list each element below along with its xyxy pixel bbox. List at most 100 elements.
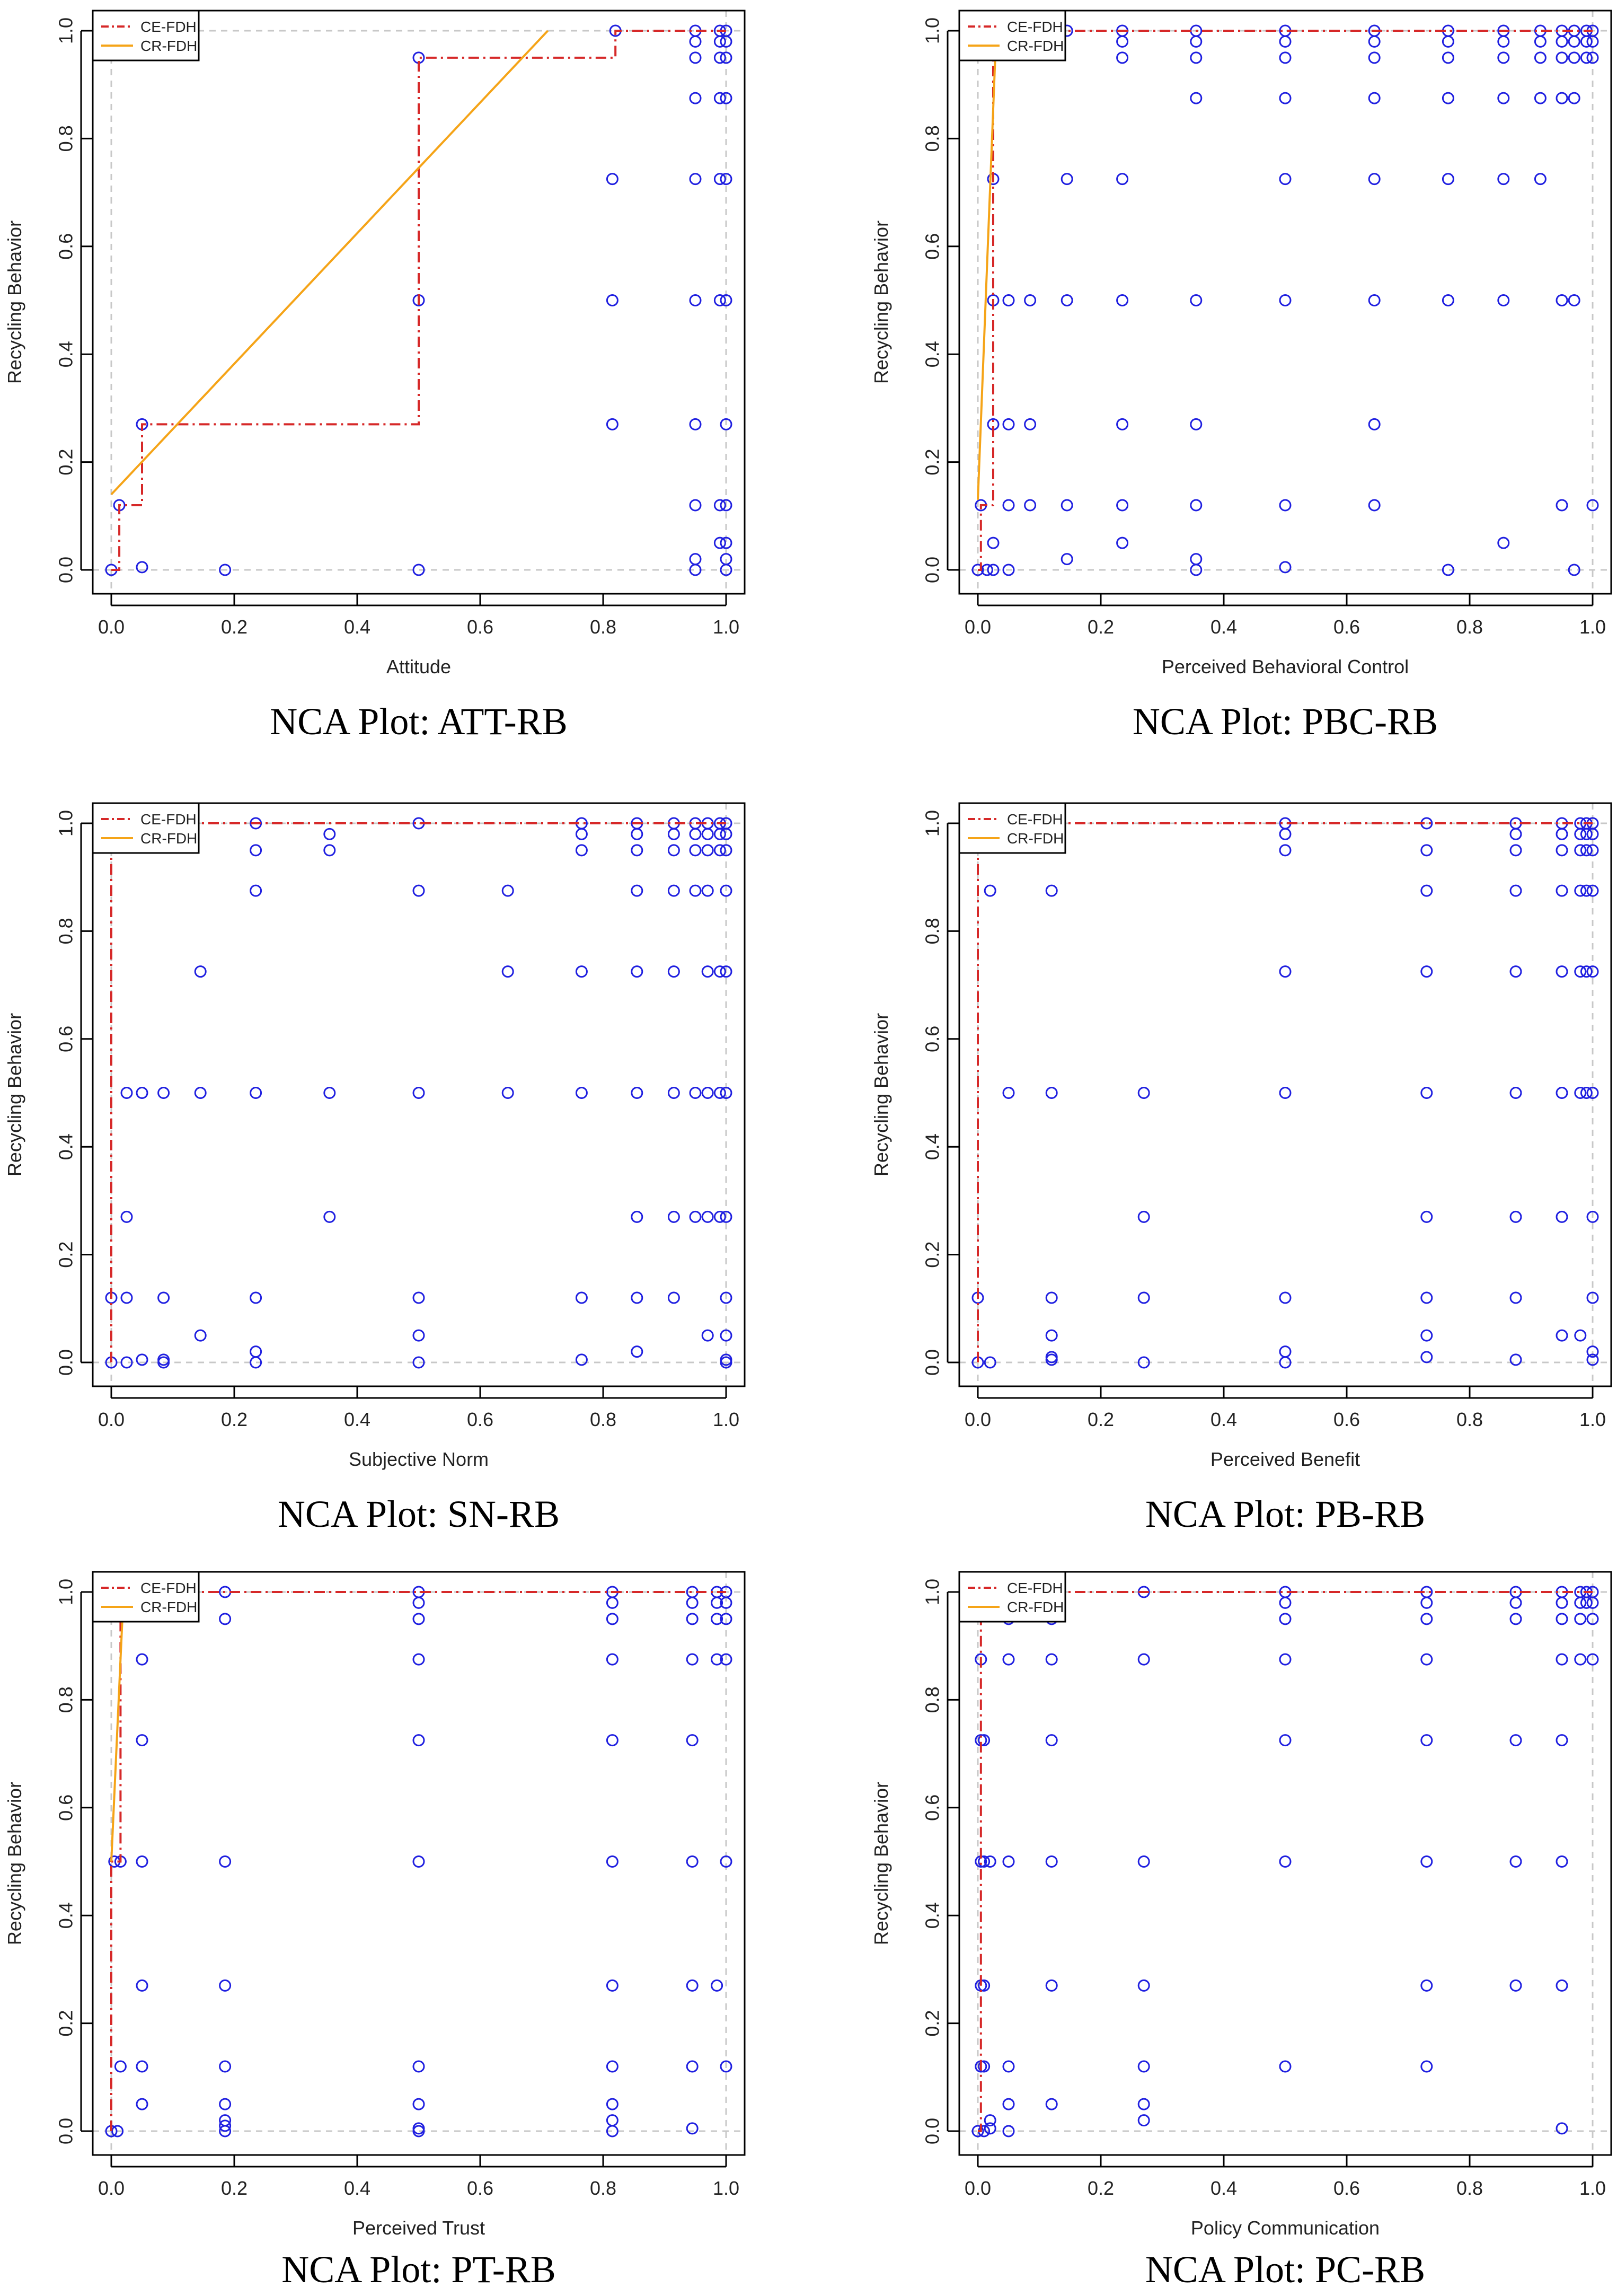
y-tick-label: 0.8	[922, 1686, 943, 1713]
data-point	[219, 2119, 232, 2132]
data-point	[219, 2098, 232, 2110]
data-point	[1279, 51, 1292, 64]
data-point	[606, 418, 618, 430]
data-point	[978, 2060, 991, 2073]
data-point	[219, 1979, 232, 1992]
y-axis-title: Recycling Behavior	[4, 1782, 25, 1945]
data-point	[686, 2122, 699, 2135]
data-point	[987, 564, 1000, 576]
data-point	[1045, 1329, 1058, 1342]
data-point	[606, 1734, 618, 1747]
data-point	[1190, 92, 1203, 104]
data-point	[575, 1087, 588, 1099]
data-point	[689, 844, 702, 857]
data-point	[631, 1345, 643, 1358]
x-axis-title: Attitude	[386, 656, 451, 678]
data-point	[984, 2114, 996, 2127]
data-point	[689, 553, 702, 566]
data-point	[1137, 1291, 1150, 1304]
ce-fdh-line	[977, 822, 1593, 1362]
data-point	[689, 51, 702, 64]
plot-caption: NCA Plot: PT-RB	[281, 2248, 556, 2291]
data-point	[720, 1210, 732, 1223]
y-tick-label: 0.8	[55, 125, 77, 152]
data-point	[1509, 844, 1522, 857]
data-point	[686, 1734, 699, 1747]
data-point	[1556, 294, 1568, 306]
data-point	[1442, 173, 1454, 186]
legend-label-ce: CE-FDH	[140, 1580, 197, 1596]
data-point	[711, 1613, 723, 1625]
x-tick-label: 0.0	[98, 616, 125, 638]
data-point	[720, 1291, 732, 1304]
data-point	[1045, 1087, 1058, 1099]
data-point	[1279, 2060, 1292, 2073]
y-tick-label: 0.4	[55, 1902, 77, 1929]
data-point	[1061, 173, 1073, 186]
data-point	[1420, 1329, 1433, 1342]
data-point	[1279, 1291, 1292, 1304]
data-point	[984, 1855, 996, 1868]
data-point	[1279, 1653, 1292, 1666]
data-point	[1420, 1087, 1433, 1099]
y-tick-label: 0.2	[55, 1242, 77, 1268]
x-tick-label: 0.0	[965, 1409, 991, 1430]
data-point	[1279, 828, 1292, 840]
plot-frame	[92, 1571, 746, 2156]
data-point	[720, 173, 732, 186]
legend: CE-FDH CR-FDH	[92, 10, 200, 61]
data-point	[720, 1353, 732, 1366]
legend-box	[958, 1571, 1066, 1623]
data-point	[711, 1979, 723, 1992]
data-point	[720, 536, 732, 549]
data-point	[1137, 2114, 1150, 2127]
plot-frame	[958, 10, 1612, 595]
plot-caption: NCA Plot: SN-RB	[278, 1493, 560, 1535]
data-point	[114, 2060, 127, 2073]
y-tick-label: 0.6	[55, 233, 77, 260]
x-tick-label: 0.8	[1456, 2177, 1483, 2199]
data-point	[1137, 1979, 1150, 1992]
data-point	[1586, 1291, 1599, 1304]
data-point	[978, 1855, 991, 1868]
nca-panel-4: 0.0 0.2 0.4 0.6 0.8 1.0 0.0 0.2 0.4 0.6 0.8 1.0 Perc…	[870, 802, 1612, 1535]
y-tick-label: 0.0	[922, 2118, 943, 2144]
x-tick-label: 0.4	[1210, 616, 1237, 638]
legend-label-ce: CE-FDH	[1007, 19, 1063, 35]
data-point	[701, 1087, 714, 1099]
data-point	[1002, 418, 1015, 430]
x-tick-label: 1.0	[713, 2177, 739, 2199]
data-point	[1586, 51, 1599, 64]
data-point	[1137, 1210, 1150, 1223]
data-point	[713, 499, 726, 512]
data-point	[1556, 1329, 1568, 1342]
cr-fdh-line	[110, 1591, 125, 1862]
data-point	[1509, 1291, 1522, 1304]
data-point	[720, 92, 732, 104]
data-point	[720, 1855, 732, 1868]
data-point	[1556, 1210, 1568, 1223]
x-tick-label: 0.8	[1456, 616, 1483, 638]
data-point	[720, 2060, 732, 2073]
x-axis-title: Subjective Norm	[349, 1448, 489, 1470]
legend-label-cr: CR-FDH	[140, 38, 197, 54]
data-point	[1002, 1653, 1015, 1666]
y-tick-label: 1.0	[922, 810, 943, 837]
data-point	[1442, 294, 1454, 306]
data-point	[250, 1087, 262, 1099]
x-axis-title: Policy Communication	[1191, 2217, 1380, 2239]
x-tick-label: 0.4	[344, 2177, 370, 2199]
data-point	[219, 2114, 232, 2127]
data-point	[1190, 418, 1203, 430]
data-point	[1556, 1653, 1568, 1666]
data-point	[689, 418, 702, 430]
y-tick-label: 0.6	[55, 1026, 77, 1052]
data-point	[412, 884, 425, 897]
data-point	[1497, 294, 1510, 306]
data-point	[1024, 499, 1037, 512]
data-point	[1556, 499, 1568, 512]
data-point	[978, 1734, 991, 1747]
data-point	[631, 1210, 643, 1223]
data-point	[713, 536, 726, 549]
data-point	[1116, 173, 1129, 186]
